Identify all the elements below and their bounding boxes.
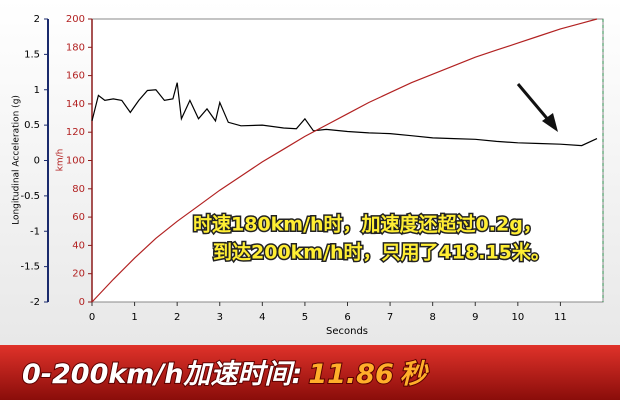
y-tick-label: 0 [34,156,40,167]
banner-value: 11.86 [308,359,393,390]
x-tick-label: 9 [472,312,478,323]
y2-tick-label: 80 [72,184,85,195]
y-tick-label: 1 [34,85,40,96]
x-tick-label: 3 [217,312,223,323]
y2-tick-label: 140 [66,99,85,110]
y2-tick-label: 100 [66,156,85,167]
plot-area [91,18,604,303]
x-tick-label: 4 [259,312,265,323]
y-tick-label: -0.5 [20,191,40,202]
banner-label: 0-200km/h加速时间: [22,359,302,390]
y2-axis-title: km/h [56,149,66,172]
x-tick-label: 6 [344,312,350,323]
y2-tick-label: 160 [66,71,85,82]
annotation: 到达200km/h时，只用了418.15米。 [213,241,550,264]
y-tick-label: 0.5 [24,120,40,131]
y-tick-label: -1.5 [20,262,40,273]
y2-tick-label: 20 [72,269,85,280]
x-tick-label: 8 [429,312,435,323]
arrow-head [542,113,558,132]
y2-tick-label: 200 [66,14,85,25]
x-tick-label: 11 [554,312,567,323]
x-tick-label: 10 [511,312,524,323]
y-tick-label: 1.5 [24,49,40,60]
y2-tick-label: 0 [79,297,85,308]
x-axis-title: Seconds [326,326,368,337]
marks: -2-1.5-1-0.500.511.520204060801001201401… [20,14,598,323]
x-tick-label: 1 [131,312,137,323]
x-tick-label: 5 [302,312,308,323]
y2-tick-label: 120 [66,127,85,138]
annotation: 时速180km/h时，加速度还超过0.2g， [193,213,542,236]
arrow-shaft [516,83,552,123]
x-tick-label: 0 [89,312,95,323]
banner [0,345,620,400]
banner-text: 0-200km/h加速时间: 11.86 秒 [22,359,430,390]
y-tick-label: -2 [30,297,40,308]
y2-tick-label: 180 [66,42,85,53]
banner-unit: 秒 [400,359,430,390]
x-tick-label: 2 [174,312,180,323]
y-tick-label: 2 [34,14,40,25]
x-tick-label: 7 [387,312,393,323]
series-line [91,18,598,303]
y-axis-title: Longitudinal Acceleration (g) [12,95,22,225]
y2-tick-label: 40 [72,240,85,251]
series-line [91,82,598,147]
y-tick-label: -1 [30,226,40,237]
y2-tick-label: 60 [72,212,85,223]
